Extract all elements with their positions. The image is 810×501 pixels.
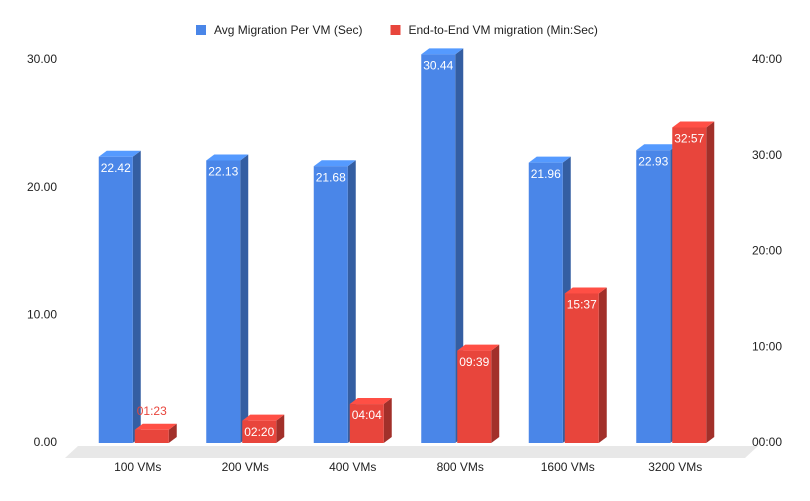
x-tick-label: 800 VMs — [437, 460, 484, 474]
bar-top — [98, 150, 141, 157]
bar — [313, 166, 348, 443]
bar — [242, 420, 277, 443]
bar-side — [706, 121, 715, 443]
data-label: 09:39 — [459, 355, 489, 369]
bar — [421, 54, 456, 444]
x-tick-label: 200 VMs — [222, 460, 269, 474]
bar — [349, 404, 384, 443]
bar-side — [383, 398, 392, 443]
bar — [528, 162, 563, 444]
data-label: 30.44 — [423, 59, 453, 73]
bar-top — [636, 144, 679, 151]
data-label: 22.93 — [638, 154, 668, 168]
y2-tick-label: 00:00 — [752, 435, 782, 449]
legend-swatch — [390, 25, 401, 35]
bar-side — [168, 423, 177, 443]
bar-top — [134, 423, 177, 430]
bar — [636, 150, 671, 444]
data-label: 32:57 — [674, 132, 704, 146]
bar-top — [528, 156, 571, 163]
y2-tick-label: 30:00 — [752, 148, 782, 162]
data-label: 21.68 — [316, 170, 346, 184]
data-label: 22.13 — [208, 165, 238, 179]
bar-top — [242, 414, 285, 421]
y2-tick-label: 20:00 — [752, 244, 782, 258]
data-label: 02:20 — [244, 425, 274, 439]
bar-side — [491, 344, 500, 443]
bar — [457, 350, 492, 443]
bar — [206, 160, 241, 443]
y-tick-label: 0.00 — [34, 435, 58, 449]
x-tick-label: 400 VMs — [329, 460, 376, 474]
bar — [672, 127, 707, 443]
bar-side — [347, 160, 356, 443]
x-tick-label: 3200 VMs — [648, 460, 702, 474]
x-tick-label: 1600 VMs — [541, 460, 595, 474]
legend-swatch — [196, 25, 206, 35]
x-tick-label: 100 VMs — [114, 460, 161, 474]
data-label: 15:37 — [567, 298, 597, 312]
bar-side — [240, 154, 249, 443]
y2-tick-label: 40:00 — [752, 52, 782, 66]
bar-top — [206, 154, 249, 161]
bar — [564, 293, 599, 443]
y-tick-label: 10.00 — [27, 308, 57, 322]
floor — [65, 446, 758, 458]
data-label: 21.96 — [531, 167, 561, 181]
bar-side — [598, 287, 607, 443]
legend-label: Avg Migration Per VM (Sec) — [214, 23, 363, 37]
y-tick-label: 20.00 — [27, 180, 57, 194]
bar — [134, 429, 169, 443]
bar-top — [672, 121, 715, 128]
bar-top — [313, 160, 356, 167]
y-tick-label: 30.00 — [27, 52, 57, 66]
data-label: 22.42 — [101, 161, 131, 175]
legend-label: End-to-End VM migration (Min:Sec) — [409, 23, 598, 37]
y2-tick-label: 10:00 — [752, 339, 782, 353]
data-label: 04:04 — [352, 408, 382, 422]
bar-top — [564, 287, 607, 294]
bar — [98, 156, 133, 443]
data-label: 01:23 — [137, 404, 167, 418]
bar-side — [276, 414, 285, 443]
bar-top — [349, 398, 392, 405]
bar-top — [457, 344, 500, 351]
bar-top — [421, 48, 464, 55]
bar-side — [132, 150, 141, 443]
bar-side — [455, 48, 464, 444]
